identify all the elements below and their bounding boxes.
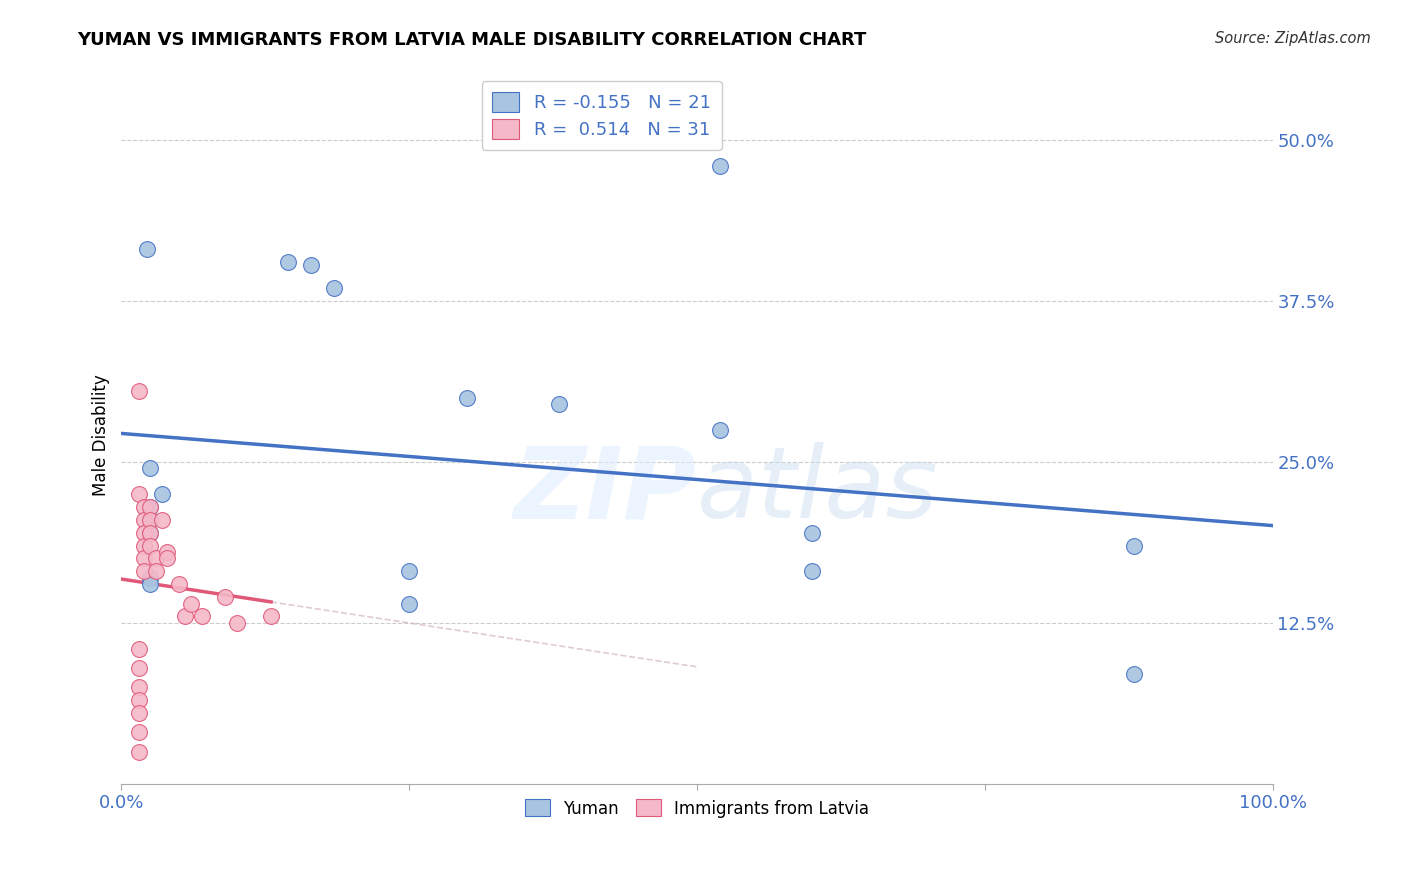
Point bbox=[1123, 539, 1146, 553]
Point bbox=[134, 513, 156, 527]
Point bbox=[225, 615, 247, 630]
Point bbox=[156, 551, 179, 566]
Point bbox=[134, 551, 156, 566]
Y-axis label: Male Disability: Male Disability bbox=[93, 374, 110, 496]
Point bbox=[214, 590, 236, 604]
Point bbox=[145, 551, 167, 566]
Point bbox=[139, 539, 162, 553]
Point bbox=[134, 525, 156, 540]
Point bbox=[139, 525, 162, 540]
Text: ZIP: ZIP bbox=[515, 442, 697, 540]
Text: Source: ZipAtlas.com: Source: ZipAtlas.com bbox=[1215, 31, 1371, 46]
Point bbox=[709, 423, 731, 437]
Point bbox=[299, 258, 322, 272]
Point bbox=[801, 525, 824, 540]
Point bbox=[128, 745, 150, 759]
Point bbox=[801, 564, 824, 578]
Legend: Yuman, Immigrants from Latvia: Yuman, Immigrants from Latvia bbox=[519, 793, 876, 824]
Point bbox=[139, 513, 162, 527]
Point bbox=[150, 513, 173, 527]
Point bbox=[139, 525, 162, 540]
Point bbox=[547, 397, 569, 411]
Point bbox=[398, 564, 420, 578]
Point bbox=[139, 513, 162, 527]
Point bbox=[135, 243, 157, 257]
Point bbox=[134, 539, 156, 553]
Point bbox=[128, 693, 150, 707]
Point bbox=[134, 500, 156, 514]
Point bbox=[191, 609, 214, 624]
Point bbox=[1123, 667, 1146, 681]
Point bbox=[260, 609, 283, 624]
Point bbox=[709, 159, 731, 173]
Point bbox=[456, 391, 478, 405]
Point bbox=[139, 461, 162, 475]
Point bbox=[173, 609, 195, 624]
Point bbox=[134, 564, 156, 578]
Point bbox=[139, 577, 162, 591]
Point bbox=[128, 706, 150, 720]
Point bbox=[139, 500, 162, 514]
Point bbox=[128, 680, 150, 694]
Point bbox=[139, 500, 162, 514]
Point bbox=[139, 571, 162, 585]
Point bbox=[128, 725, 150, 739]
Point bbox=[323, 281, 346, 295]
Point bbox=[277, 255, 299, 269]
Point bbox=[128, 641, 150, 656]
Text: atlas: atlas bbox=[697, 442, 939, 540]
Point bbox=[150, 487, 173, 501]
Point bbox=[398, 597, 420, 611]
Point bbox=[179, 597, 201, 611]
Point bbox=[167, 577, 190, 591]
Point bbox=[128, 487, 150, 501]
Point bbox=[156, 545, 179, 559]
Point bbox=[128, 661, 150, 675]
Point bbox=[128, 384, 150, 398]
Point bbox=[145, 564, 167, 578]
Text: YUMAN VS IMMIGRANTS FROM LATVIA MALE DISABILITY CORRELATION CHART: YUMAN VS IMMIGRANTS FROM LATVIA MALE DIS… bbox=[77, 31, 866, 49]
